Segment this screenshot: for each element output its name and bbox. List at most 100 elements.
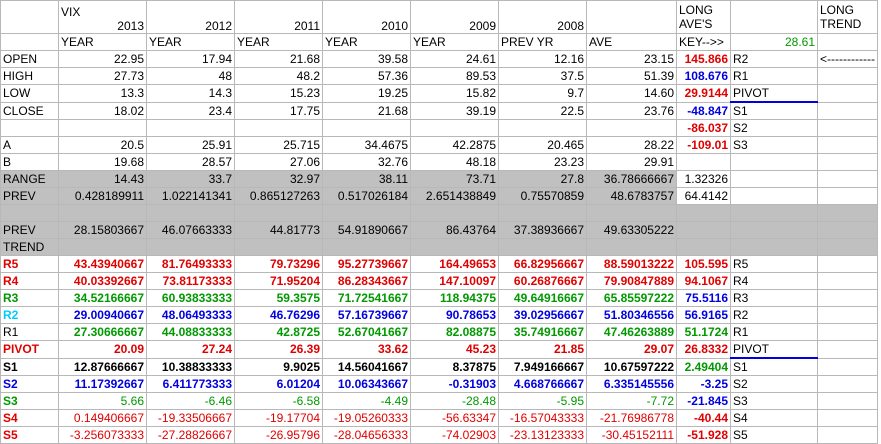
blank-cell[interactable] bbox=[322, 204, 411, 222]
value-cell[interactable]: 79.73296 bbox=[234, 255, 323, 273]
value-cell[interactable]: 60.93833333 bbox=[146, 289, 235, 307]
value-cell[interactable]: 54.91890667 bbox=[322, 221, 411, 239]
value-cell[interactable]: 48.6783757 bbox=[586, 187, 677, 205]
value-cell[interactable]: -23.13123333 bbox=[498, 426, 587, 444]
key-value-cell[interactable]: 64.4142 bbox=[676, 187, 731, 205]
value-cell[interactable]: 28.22 bbox=[586, 136, 677, 154]
value-cell[interactable]: 89.53 bbox=[410, 67, 499, 85]
value-cell[interactable]: 27.24 bbox=[146, 340, 235, 359]
value-cell[interactable]: 52.67041667 bbox=[322, 323, 411, 341]
value-cell[interactable]: 19.68 bbox=[58, 153, 147, 171]
blank-cell[interactable] bbox=[234, 204, 323, 222]
trend-arrow[interactable]: <------------ bbox=[817, 50, 878, 68]
trend-cell[interactable] bbox=[817, 119, 878, 137]
key-level-label[interactable]: R2 bbox=[730, 306, 818, 324]
value-cell[interactable]: 42.2875 bbox=[410, 136, 499, 154]
key-level-label[interactable]: S3 bbox=[730, 392, 818, 410]
trend-cell[interactable] bbox=[817, 170, 878, 188]
value-cell[interactable]: -74.02903 bbox=[410, 426, 499, 444]
blank-cell[interactable] bbox=[676, 238, 731, 256]
trend-cell[interactable] bbox=[817, 153, 878, 171]
value-cell[interactable]: -6.46 bbox=[146, 392, 235, 410]
value-cell[interactable]: 48 bbox=[146, 67, 235, 85]
value-cell[interactable]: 60.26876667 bbox=[498, 272, 587, 290]
value-cell[interactable]: 82.08875 bbox=[410, 323, 499, 341]
key-level-label[interactable]: S3 bbox=[730, 136, 818, 154]
blank-cell[interactable] bbox=[817, 33, 878, 51]
blank-cell[interactable] bbox=[730, 238, 818, 256]
value-cell[interactable]: 6.411773333 bbox=[146, 375, 235, 393]
trend-cell[interactable] bbox=[817, 306, 878, 324]
key-level-label[interactable] bbox=[730, 153, 818, 171]
row-label[interactable]: B bbox=[0, 153, 59, 171]
value-cell[interactable]: 1.022141341 bbox=[146, 187, 235, 205]
row-label[interactable]: S1 bbox=[0, 357, 59, 376]
key-level-label[interactable]: R5 bbox=[730, 255, 818, 273]
value-cell[interactable]: -19.33506667 bbox=[146, 409, 235, 427]
key-level-label[interactable]: R3 bbox=[730, 289, 818, 307]
value-cell[interactable]: 18.02 bbox=[58, 101, 147, 120]
key-level-label[interactable]: S2 bbox=[730, 375, 818, 393]
value-cell[interactable] bbox=[498, 119, 587, 137]
key-value-cell[interactable]: 29.9144 bbox=[676, 84, 731, 103]
value-cell[interactable]: 5.66 bbox=[58, 392, 147, 410]
value-cell[interactable]: 0.865127263 bbox=[234, 187, 323, 205]
value-cell[interactable]: 0.149406667 bbox=[58, 409, 147, 427]
row-label[interactable]: R2 bbox=[0, 306, 59, 324]
value-cell[interactable]: 40.03392667 bbox=[58, 272, 147, 290]
row-label[interactable]: LOW bbox=[0, 84, 59, 103]
row-label[interactable]: CLOSE bbox=[0, 101, 59, 120]
value-cell[interactable]: 4.668766667 bbox=[498, 375, 587, 393]
value-cell[interactable]: -4.49 bbox=[322, 392, 411, 410]
value-cell[interactable]: 21.68 bbox=[234, 50, 323, 68]
key-level-label[interactable] bbox=[730, 187, 818, 205]
value-cell[interactable]: 9.9025 bbox=[234, 357, 323, 376]
key-value-cell[interactable]: -48.847 bbox=[676, 101, 731, 120]
year-header[interactable]: 2010 bbox=[322, 0, 411, 34]
value-cell[interactable] bbox=[322, 119, 411, 137]
blank-cell[interactable] bbox=[586, 238, 677, 256]
key-level-label[interactable]: PIVOT bbox=[730, 84, 818, 103]
value-cell[interactable]: -16.57043333 bbox=[498, 409, 587, 427]
value-cell[interactable]: 8.37875 bbox=[410, 357, 499, 376]
value-cell[interactable]: 12.87666667 bbox=[58, 357, 147, 376]
value-cell[interactable]: 33.62 bbox=[322, 340, 411, 359]
value-cell[interactable]: 19.25 bbox=[322, 84, 411, 103]
value-cell[interactable]: 15.23 bbox=[234, 84, 323, 103]
row-label[interactable]: RANGE bbox=[0, 170, 59, 188]
key-value-cell[interactable]: 108.676 bbox=[676, 67, 731, 85]
blank-cell[interactable] bbox=[817, 238, 878, 256]
value-cell[interactable]: 27.30666667 bbox=[58, 323, 147, 341]
value-cell[interactable]: 35.74916667 bbox=[498, 323, 587, 341]
value-cell[interactable] bbox=[146, 119, 235, 137]
value-cell[interactable]: 88.59013222 bbox=[586, 255, 677, 273]
blank-cell[interactable] bbox=[322, 238, 411, 256]
row-label[interactable]: R3 bbox=[0, 289, 59, 307]
value-cell[interactable]: -19.17704 bbox=[234, 409, 323, 427]
value-cell[interactable]: 14.3 bbox=[146, 84, 235, 103]
value-cell[interactable]: -7.72 bbox=[586, 392, 677, 410]
value-cell[interactable]: 25.91 bbox=[146, 136, 235, 154]
blank-cell[interactable] bbox=[410, 238, 499, 256]
value-cell[interactable]: 71.95204 bbox=[234, 272, 323, 290]
year-header[interactable]: 2008 bbox=[498, 0, 587, 34]
value-cell[interactable]: 23.76 bbox=[586, 101, 677, 120]
value-cell[interactable]: 10.38833333 bbox=[146, 357, 235, 376]
value-cell[interactable]: 17.75 bbox=[234, 101, 323, 120]
value-cell[interactable]: -19.05260333 bbox=[322, 409, 411, 427]
trend-cell[interactable] bbox=[817, 136, 878, 154]
blank-cell[interactable] bbox=[676, 204, 731, 222]
key-value-cell[interactable]: 105.595 bbox=[676, 255, 731, 273]
value-cell[interactable]: 47.46263889 bbox=[586, 323, 677, 341]
trend-cell[interactable] bbox=[817, 67, 878, 85]
value-cell[interactable]: 7.949166667 bbox=[498, 357, 587, 376]
row-label[interactable]: OPEN bbox=[0, 50, 59, 68]
long-aves-header[interactable]: LONG AVE'S bbox=[676, 0, 731, 34]
value-cell[interactable]: 39.02956667 bbox=[498, 306, 587, 324]
year-header[interactable]: 2009 bbox=[410, 0, 499, 34]
key-value-cell[interactable]: 2.49404 bbox=[676, 357, 731, 376]
year-header[interactable]: 2011 bbox=[234, 0, 323, 34]
corner-cell[interactable] bbox=[0, 0, 59, 34]
trend-cell[interactable] bbox=[817, 392, 878, 410]
key-level-label[interactable]: S5 bbox=[730, 426, 818, 444]
